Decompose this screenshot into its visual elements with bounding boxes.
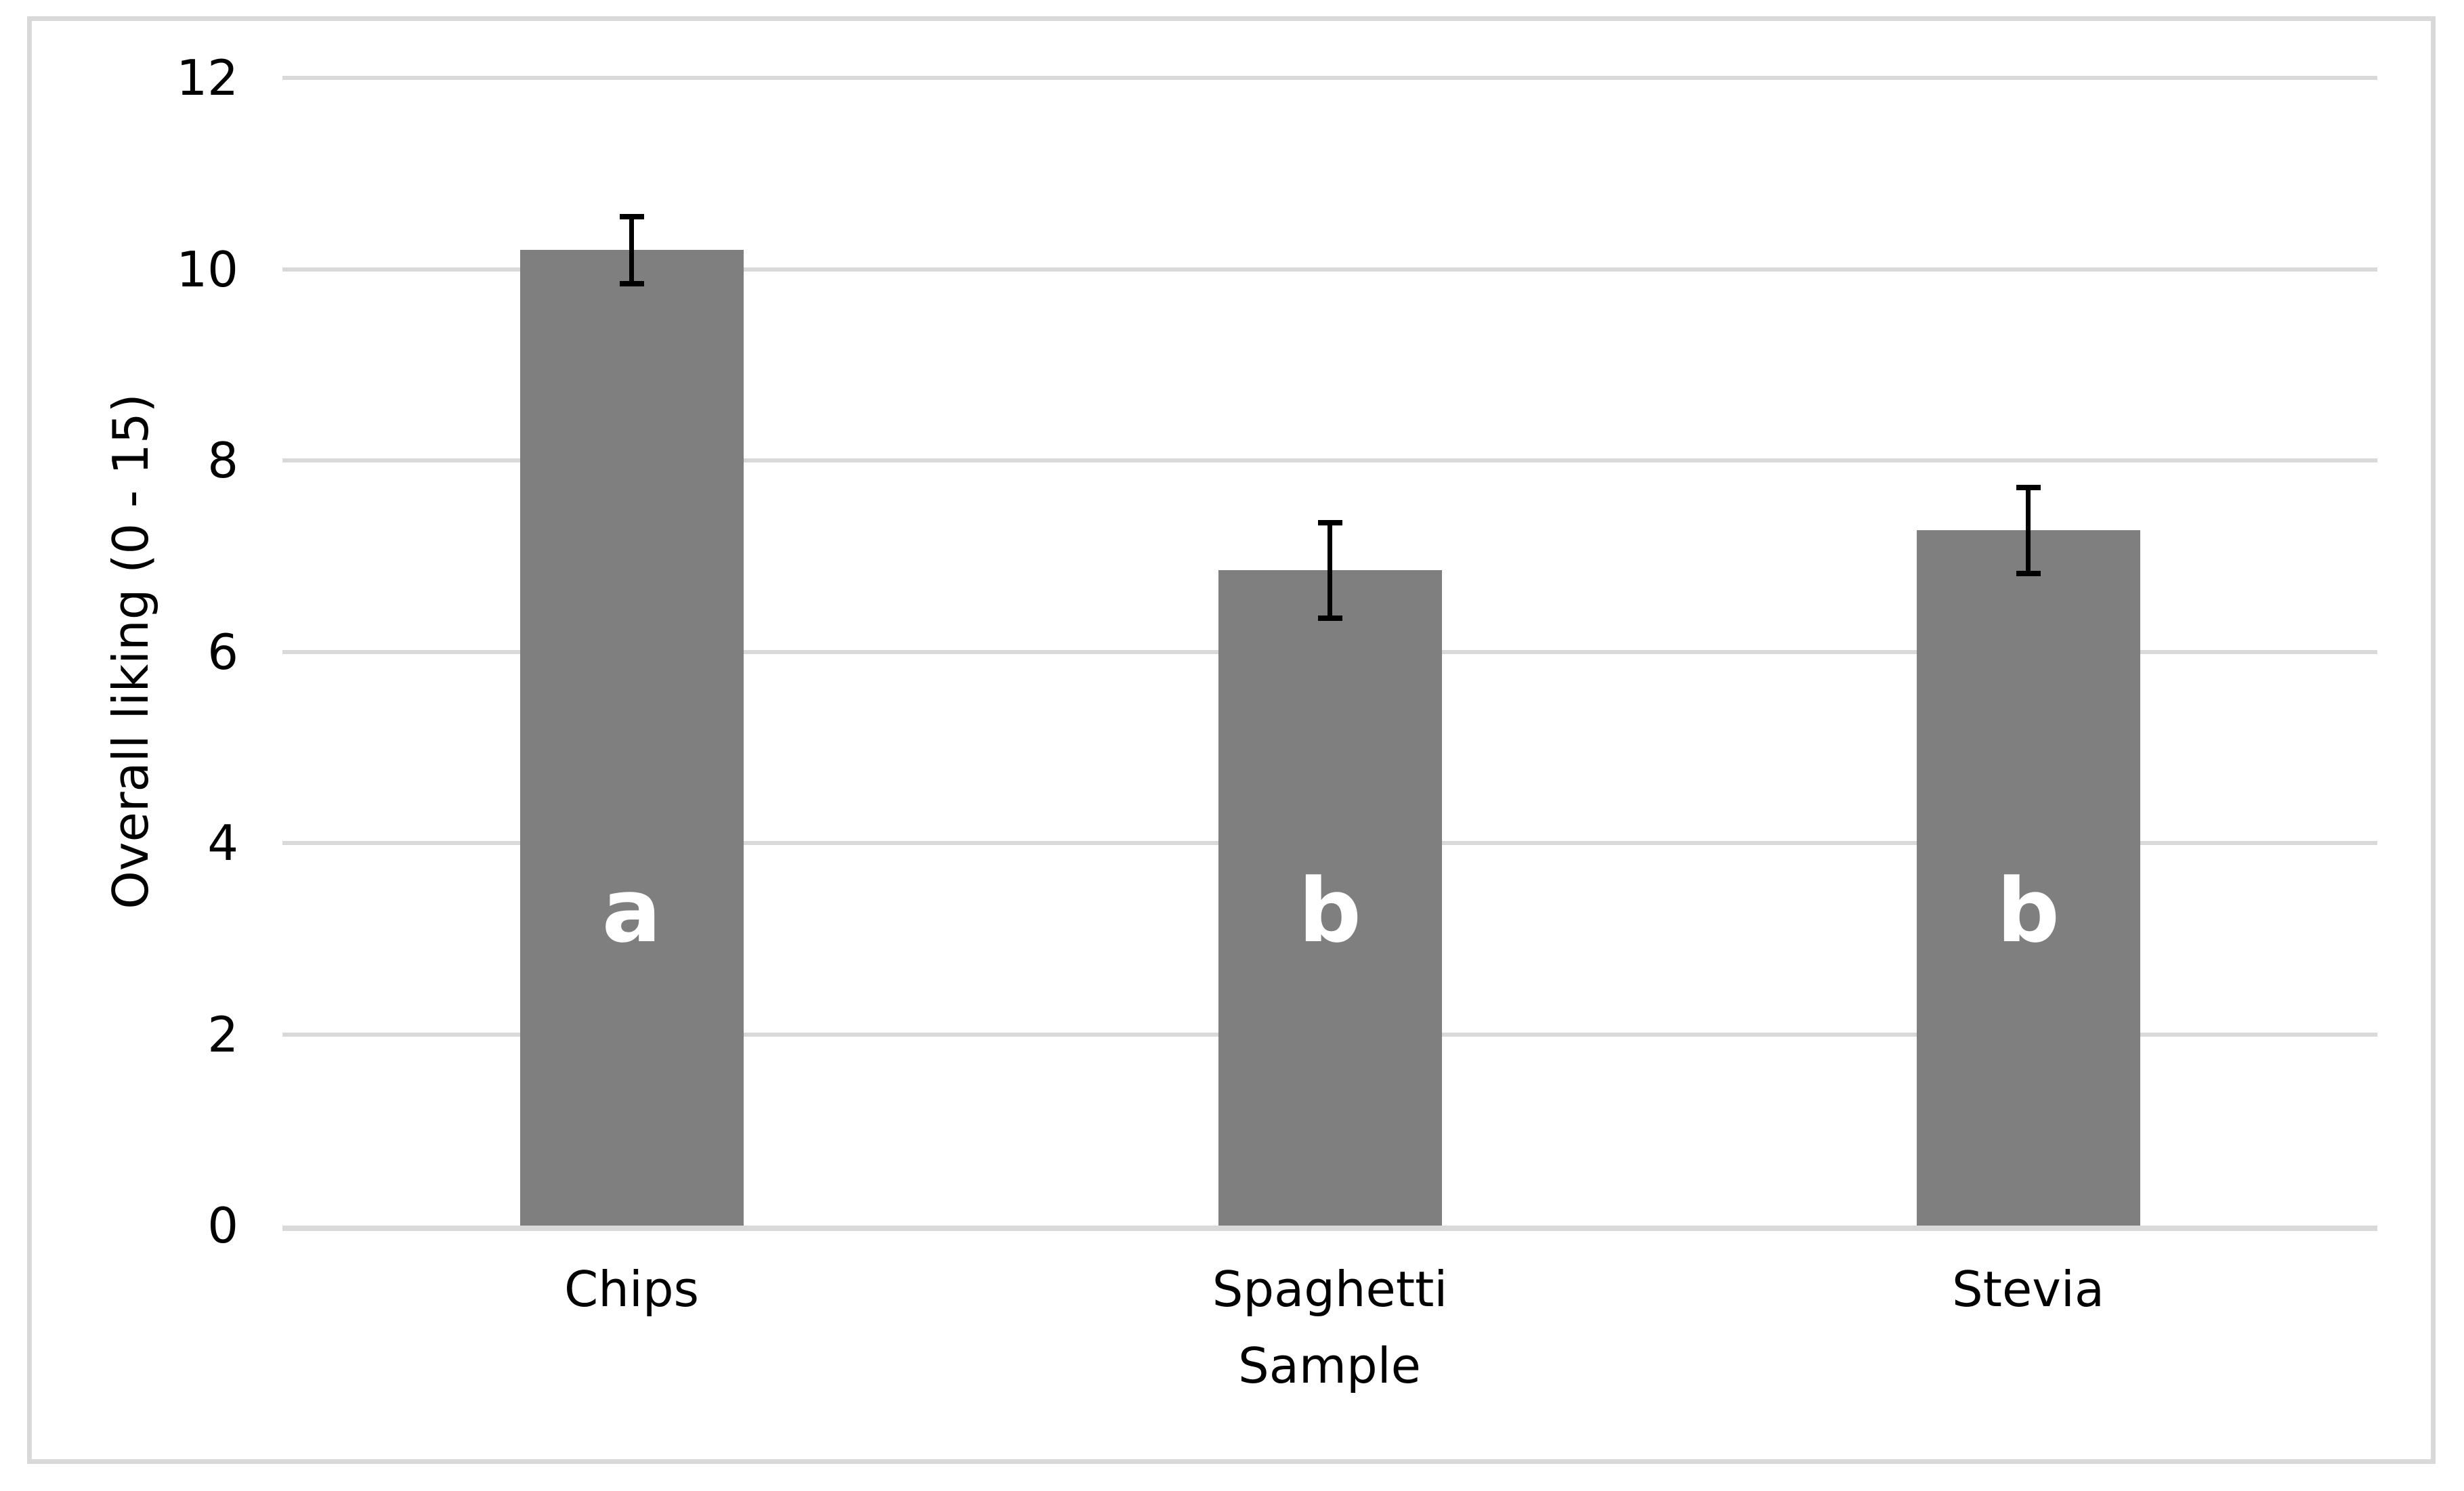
error-bar-cap-top bbox=[1317, 519, 1342, 525]
gridline-8 bbox=[282, 458, 2377, 462]
error-bar-line bbox=[2026, 487, 2031, 574]
significance-letter-spaghetti: b bbox=[1298, 859, 1362, 962]
bar-stevia bbox=[1916, 530, 2140, 1226]
error-bar-cap-bottom bbox=[2016, 570, 2041, 576]
error-bar-cap-bottom bbox=[1317, 615, 1342, 622]
x-category-label-stevia: Stevia bbox=[1952, 1261, 2104, 1318]
bar-spaghetti bbox=[1218, 570, 1442, 1226]
x-axis-title: Sample bbox=[1238, 1337, 1421, 1394]
y-tick-label-8: 8 bbox=[207, 432, 238, 489]
error-bar-line bbox=[1327, 522, 1332, 619]
chart-frame bbox=[27, 16, 2436, 1464]
error-bar-line bbox=[629, 216, 634, 284]
significance-letter-stevia: b bbox=[1996, 859, 2060, 962]
bar-chips bbox=[519, 250, 744, 1226]
x-category-label-spaghetti: Spaghetti bbox=[1212, 1261, 1448, 1318]
significance-letter-chips: a bbox=[601, 859, 662, 962]
y-tick-label-4: 4 bbox=[207, 815, 238, 871]
error-bar-cap-top bbox=[2016, 484, 2041, 490]
y-tick-label-6: 6 bbox=[207, 623, 238, 680]
y-tick-label-10: 10 bbox=[176, 240, 238, 298]
gridline-10 bbox=[282, 267, 2377, 272]
y-tick-label-2: 2 bbox=[207, 1006, 238, 1063]
error-bar-cap-bottom bbox=[619, 280, 644, 286]
y-tick-label-0: 0 bbox=[207, 1197, 238, 1254]
x-category-label-chips: Chips bbox=[564, 1261, 700, 1318]
y-tick-label-12: 12 bbox=[176, 49, 238, 106]
error-bar-cap-top bbox=[619, 213, 644, 219]
gridline-12 bbox=[282, 76, 2377, 80]
x-axis-line bbox=[282, 1226, 2377, 1231]
